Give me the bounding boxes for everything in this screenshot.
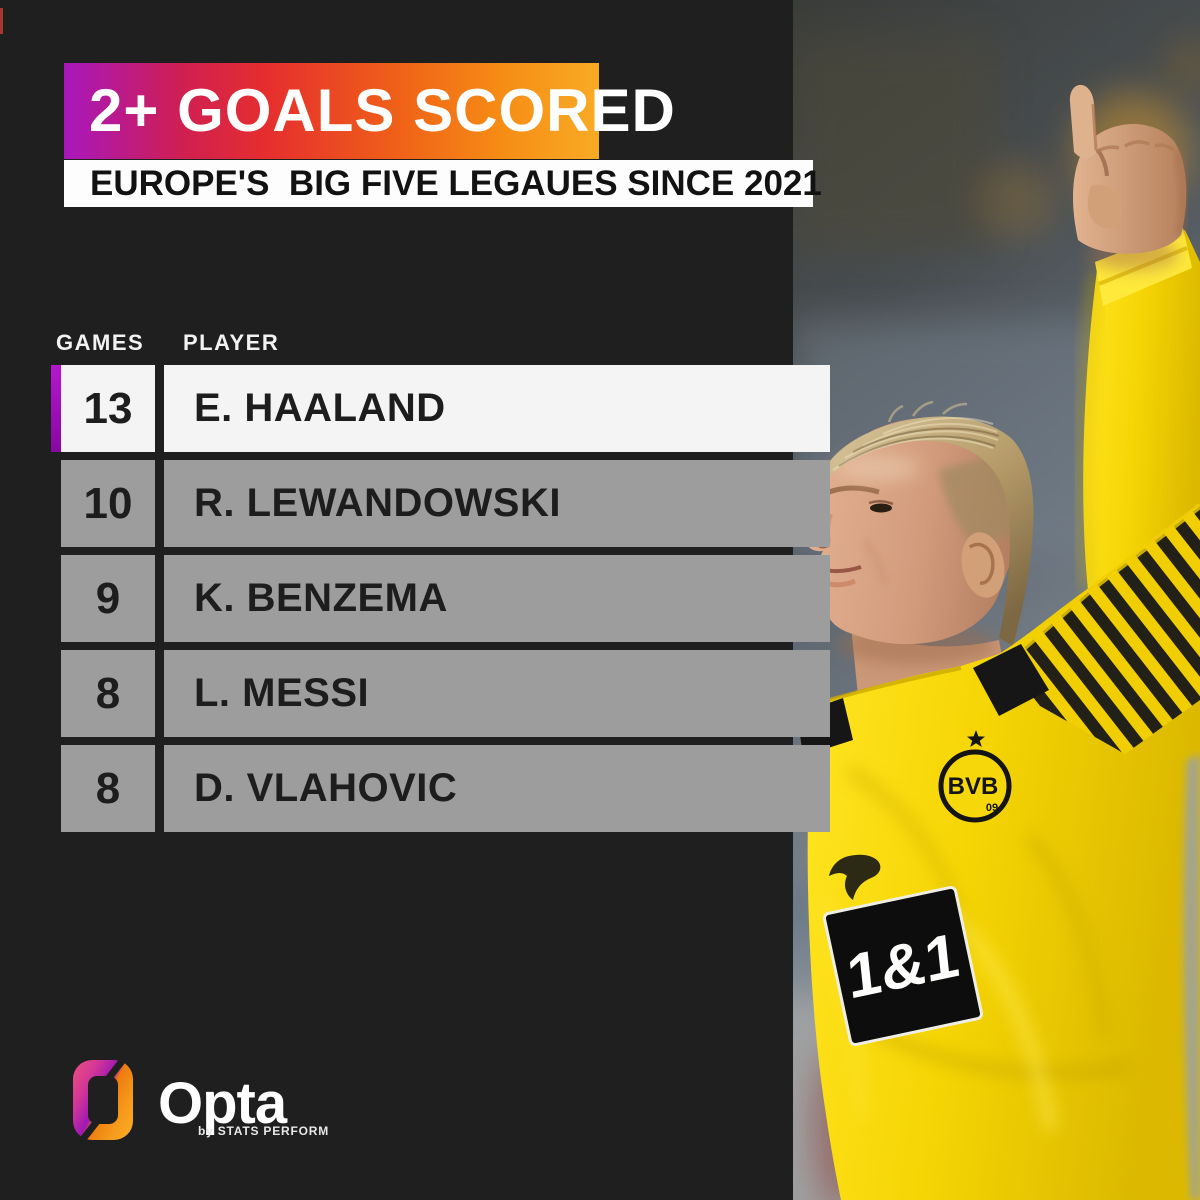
table-row-vlahovic: 8 D. VLAHOVIC (61, 745, 830, 832)
eyebrow (828, 485, 880, 495)
sponsor-patch: 1&1 (822, 885, 984, 1047)
crest-text: BVB (948, 773, 999, 800)
player-name: D. VLAHOVIC (164, 745, 830, 832)
shaved-side (939, 452, 1015, 545)
brand-name: Opta (158, 1071, 287, 1136)
eye (870, 503, 892, 513)
player-name: K. BENZEMA (164, 555, 830, 642)
puma-logo-icon (829, 854, 881, 900)
column-header-player: PLAYER (183, 330, 280, 355)
leaderboard-table: 13 E. HAALAND 10 R. LEWANDOWSKI 9 K. BEN… (51, 365, 830, 840)
page-title: 2+ GOALS SCORED (89, 77, 676, 144)
collar-back (973, 644, 1049, 716)
player-name: E. HAALAND (164, 365, 830, 452)
crest-year-text: 09 (986, 802, 998, 814)
player-name: L. MESSI (164, 650, 830, 737)
ear (961, 532, 1005, 598)
edge-artifact (0, 8, 3, 34)
pointing-hand (1069, 84, 1188, 270)
table-row-messi: 8 L. MESSI (61, 650, 830, 737)
haaland-photo: BVB 09 1&1 (793, 0, 1200, 1200)
page-subtitle: EUROPE'S BIG FIVE LEGAUES SINCE 2021 (90, 164, 822, 203)
player-name: R. LEWANDOWSKI (164, 460, 830, 547)
hair (823, 416, 1034, 646)
opta-logo-icon (73, 1054, 133, 1145)
haaland-photo-illustration: BVB 09 1&1 (793, 0, 1200, 1200)
bokeh-light (980, 162, 1056, 238)
bokeh-light (1165, 40, 1200, 92)
crest-star-icon (967, 730, 985, 747)
games-value: 8 (61, 650, 155, 737)
games-value: 8 (61, 745, 155, 832)
subtitle-bar: EUROPE'S BIG FIVE LEGAUES SINCE 2021 (64, 160, 822, 207)
title-banner: 2+ GOALS SCORED (64, 63, 676, 159)
games-value: 9 (61, 555, 155, 642)
table-row-benzema: 9 K. BENZEMA (61, 555, 830, 642)
table-row-lewandowski: 10 R. LEWANDOWSKI (61, 460, 830, 547)
shoulder-stripes (1005, 506, 1200, 754)
games-value: 10 (61, 460, 155, 547)
haaland-head (806, 400, 1034, 646)
bvb-crest: BVB 09 (938, 730, 1012, 823)
table-row-haaland: 13 E. HAALAND (51, 365, 830, 452)
logo-hole (88, 1076, 118, 1124)
brand-subtext: by STATS PERFORM (198, 1124, 330, 1138)
column-header-games: GAMES (56, 330, 145, 355)
games-value: 13 (61, 365, 155, 452)
